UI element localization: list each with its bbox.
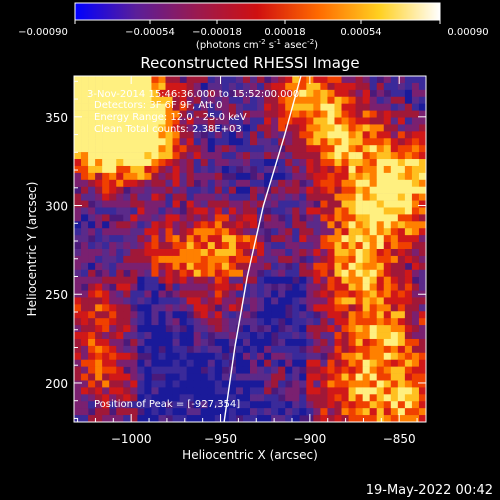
annotation-block: 3-Nov-2014 15:46:36.000 to 15:52:00.000 …: [87, 89, 299, 410]
y-tick-label: 350: [45, 111, 68, 125]
colorbar: −0.00090 −0.00054 −0.00018 0.00018 0.00054 0.…: [18, 2, 489, 51]
solar-limb-line: [223, 76, 302, 422]
annotation-energy: Energy Range: 12.0 - 25.0 keV: [94, 112, 247, 123]
plot-frame: [73, 75, 427, 423]
colorbar-tick-label: −0.00018: [192, 27, 242, 38]
x-tick-label: −1000: [111, 432, 152, 446]
y-tick-label: 200: [45, 377, 68, 391]
annotation-detectors: Detectors: 3F 6F 9F, Att 0: [94, 100, 222, 111]
x-tick-label: −850: [383, 432, 416, 446]
y-axis-ticks: 200 250 300 350: [45, 80, 426, 419]
colorbar-tick-label: 0.00054: [340, 27, 381, 38]
render-timestamp: 19-May-2022 00:42: [366, 483, 493, 498]
colorbar-tick-label: −0.00090: [18, 27, 68, 38]
colorbar-ticks: −0.00090 −0.00054 −0.00018 0.00018 0.00054 0.…: [18, 20, 489, 38]
y-tick-label: 250: [45, 288, 68, 302]
x-tick-label: −950: [204, 432, 237, 446]
colorbar-tick-label: 0.00018: [264, 27, 305, 38]
x-axis-ticks: −1000 −950 −900 −850: [77, 76, 418, 446]
colorbar-gradient: [74, 2, 441, 21]
y-tick-label: 300: [45, 200, 68, 214]
annotation-time: 3-Nov-2014 15:46:36.000 to 15:52:00.000: [87, 89, 299, 100]
colorbar-unit-label: (photons cm-2 s-1 asec-2): [196, 38, 318, 51]
chart-title: Reconstructed RHESSI Image: [140, 54, 359, 72]
heatmap-image: [74, 76, 426, 422]
x-tick-label: −900: [293, 432, 326, 446]
y-axis-label: Heliocentric Y (arcsec): [25, 182, 39, 317]
colorbar-tick-label: 0.00090: [447, 27, 488, 38]
annotation-peak: Position of Peak = [-927,354]: [94, 399, 240, 410]
x-axis-label: Heliocentric X (arcsec): [182, 448, 318, 462]
colorbar-tick-label: −0.00054: [125, 27, 175, 38]
annotation-clean: Clean Total counts: 2.38E+03: [94, 124, 242, 135]
